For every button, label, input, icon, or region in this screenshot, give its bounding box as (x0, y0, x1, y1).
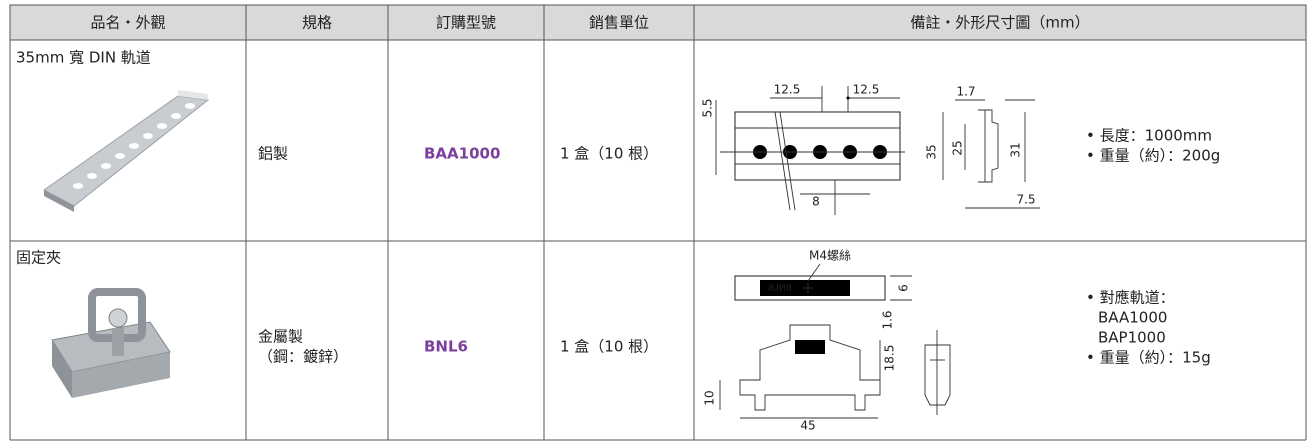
order-number: BAA1000 (424, 145, 500, 163)
dimension-label: 6 (897, 284, 911, 292)
dimension-label: BNL6 (768, 284, 792, 294)
note: BAP1000 (1098, 329, 1166, 347)
spec: 鋁製 (258, 145, 288, 163)
header-cell: 備註・外形尺寸圖（mm） (910, 14, 1089, 32)
product-name: 35mm 寬 DIN 軌道 (16, 49, 151, 67)
note: • 重量（約）：15g (1086, 349, 1211, 367)
clip-image (51, 288, 171, 398)
order-number: BNL6 (424, 338, 468, 356)
header-cell: 銷售單位 (589, 14, 649, 32)
dimension-label: 1.6 (881, 310, 895, 329)
header-cell: 規格 (302, 14, 332, 32)
dimension-label: 12.5 (853, 83, 880, 97)
dimension-label: M4螺絲 (809, 248, 851, 263)
sales-unit: 1 盒（10 根） (560, 145, 658, 163)
dimension-label: 31 (1009, 142, 1023, 157)
dimension-label: 7.5 (1016, 193, 1035, 207)
dimension-label: 25 (951, 140, 965, 155)
table-grid (9, 5, 1307, 441)
header-cell: 訂購型號 (436, 14, 496, 32)
note: • 重量（約）：200g (1086, 147, 1220, 165)
spec: 金屬製 (258, 328, 303, 346)
dimension-label: 35 (925, 144, 939, 159)
note: • 長度：1000mm (1086, 127, 1212, 145)
note: • 對應軌道： (1086, 289, 1175, 307)
dimension-label: 12.5 (774, 83, 801, 97)
dimension-label: 5.5 (701, 98, 715, 117)
dimension-label: 45 (800, 419, 815, 433)
dimension-label: 1.7 (956, 85, 975, 99)
rail-drawing (715, 86, 1040, 215)
spec: （鋼：鍍鋅） (258, 348, 348, 366)
dimension-label: 18.5 (883, 345, 897, 372)
note: BAA1000 (1098, 309, 1167, 327)
dimension-label: 8 (812, 195, 820, 209)
rail-image (43, 90, 210, 212)
header-row (9, 4, 1307, 41)
clip-drawing (719, 263, 951, 419)
dimension-label: 10 (703, 390, 717, 405)
product-name: 固定夾 (16, 249, 61, 267)
header-cell: 品名・外觀 (90, 14, 165, 32)
sales-unit: 1 盒（10 根） (560, 338, 658, 356)
